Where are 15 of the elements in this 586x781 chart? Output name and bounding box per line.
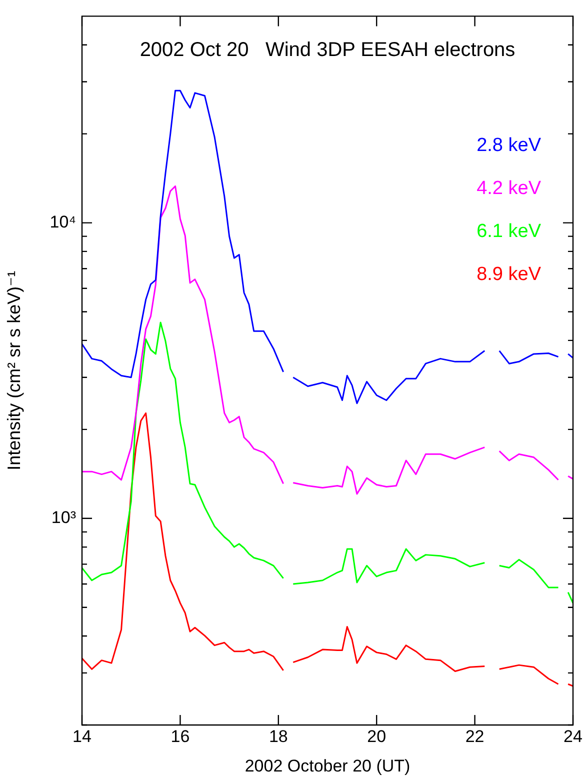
x-axis-title: 2002 October 20 (UT) xyxy=(244,756,410,776)
text: 6.1 keV xyxy=(476,221,542,242)
x-tick-label: 24 xyxy=(564,726,582,746)
y-tick-label: 10³ xyxy=(51,508,76,528)
x-tick-label: 22 xyxy=(465,726,484,746)
text: 8.9 keV xyxy=(476,264,542,286)
x-tick-label: 14 xyxy=(72,726,92,746)
text: 2002 Oct 20 Wind 3DP EESAH electrons xyxy=(140,39,516,62)
x-tick-label: 18 xyxy=(268,726,288,746)
x-tick-label: 16 xyxy=(170,726,190,746)
x-tick-label: 20 xyxy=(367,726,386,746)
text: 2.8 keV xyxy=(476,135,542,156)
text: 4.2 keV xyxy=(476,178,542,200)
y-tick-label: 10⁴ xyxy=(50,212,76,232)
y-axis-title: Intensity (cm² sr s keV)⁻¹ xyxy=(4,270,24,470)
